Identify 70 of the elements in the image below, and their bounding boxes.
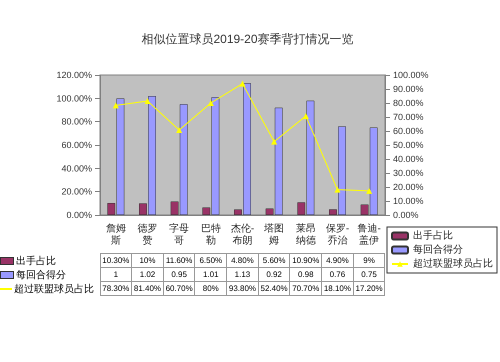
- data-label: 11.60%: [163, 254, 195, 268]
- x-tick-label: 詹姆斯: [106, 222, 126, 246]
- data-label: 10.30%: [100, 254, 132, 268]
- y2-tick-label: 10.00%: [393, 196, 424, 206]
- y2-tick-label: 70.00%: [393, 112, 424, 122]
- data-label: 0.75: [353, 268, 385, 282]
- data-label: 0.92: [258, 268, 290, 282]
- point: [271, 138, 278, 145]
- data-label: 4.80%: [226, 254, 258, 268]
- y2-tick-label: 50.00%: [393, 140, 424, 150]
- text: 出手占比: [16, 256, 56, 266]
- data-label: 93.80%: [226, 282, 258, 296]
- data-label: 17.20%: [353, 282, 385, 296]
- text: 每回合得分: [16, 270, 66, 280]
- point: [240, 80, 246, 87]
- data-label: 1.02: [132, 268, 164, 282]
- data-label: 80%: [194, 282, 227, 296]
- data-label: 1: [100, 268, 132, 282]
- data-label: 18.10%: [322, 282, 354, 296]
- x-tick-label: 保罗-乔治: [326, 224, 350, 246]
- point: [144, 98, 150, 104]
- y2-tick-label: 80.00%: [393, 98, 424, 108]
- x-tick-label: 鲁迪-盖伊: [357, 222, 381, 246]
- data-label: 10%: [132, 254, 164, 268]
- data-label: 5.60%: [258, 254, 290, 268]
- data-label: 70.70%: [290, 282, 322, 296]
- x-tick-label: 德罗赞: [138, 224, 158, 246]
- data-label: 78.30%: [100, 282, 132, 296]
- data-label: 0.76: [322, 268, 354, 282]
- legend-label: 每回合得分: [413, 244, 463, 256]
- data-label: 81.40%: [132, 282, 164, 296]
- data-label: 9%: [353, 254, 385, 268]
- data-label: 52.40%: [258, 282, 290, 296]
- data-label: 6.50%: [194, 254, 227, 268]
- x-tick-label: 杰伦-布朗: [230, 222, 254, 246]
- y2-tick-label: 20.00%: [393, 182, 424, 192]
- data-label: 0.95: [163, 268, 195, 282]
- y-tick-label: 120.00%: [56, 70, 92, 80]
- point: [334, 186, 340, 193]
- x-tick-label: 字母哥: [169, 222, 190, 246]
- data-label: 1.01: [194, 268, 227, 282]
- data-label: 10.90%: [290, 254, 322, 268]
- x-tick-label: 塔图姆: [263, 222, 284, 246]
- point: [176, 127, 182, 134]
- y-tick-label: 20.00%: [61, 186, 92, 197]
- legend-label: 超过联盟球员占比: [413, 258, 493, 270]
- text: 超过联盟球员占比: [14, 284, 94, 294]
- point: [366, 188, 372, 194]
- x-tick-label: 莱昂纳德: [296, 222, 316, 246]
- y-tick-label: 100.00%: [56, 93, 92, 104]
- y-tick-label: 80.00%: [61, 116, 92, 127]
- chart-title: 相似位置球员2019-20赛季背打情况一览: [141, 32, 354, 46]
- y-tick-label: 40.00%: [61, 163, 92, 174]
- y2-tick-label: 100.00%: [393, 70, 429, 80]
- y2-tick-label: 40.00%: [393, 154, 424, 164]
- data-label: 4.90%: [322, 254, 354, 268]
- y2-tick-label: 60.00%: [393, 126, 424, 136]
- y-tick-label: 60.00%: [61, 140, 92, 150]
- point: [208, 100, 214, 106]
- y2-tick-label: 90.00%: [393, 84, 424, 94]
- x-tick-label: 巴特勒: [200, 222, 221, 246]
- y2-tick-label: 30.00%: [393, 168, 424, 178]
- point: [302, 113, 309, 120]
- data-label: 0.98: [290, 268, 322, 282]
- point: [112, 102, 119, 108]
- legend-label: 出手占比: [413, 230, 453, 242]
- data-label: 60.70%: [163, 282, 195, 296]
- y2-tick-label: 0.00%: [393, 210, 419, 220]
- data-label: 1.13: [226, 268, 258, 282]
- y-tick-label: 0.00%: [66, 210, 92, 220]
